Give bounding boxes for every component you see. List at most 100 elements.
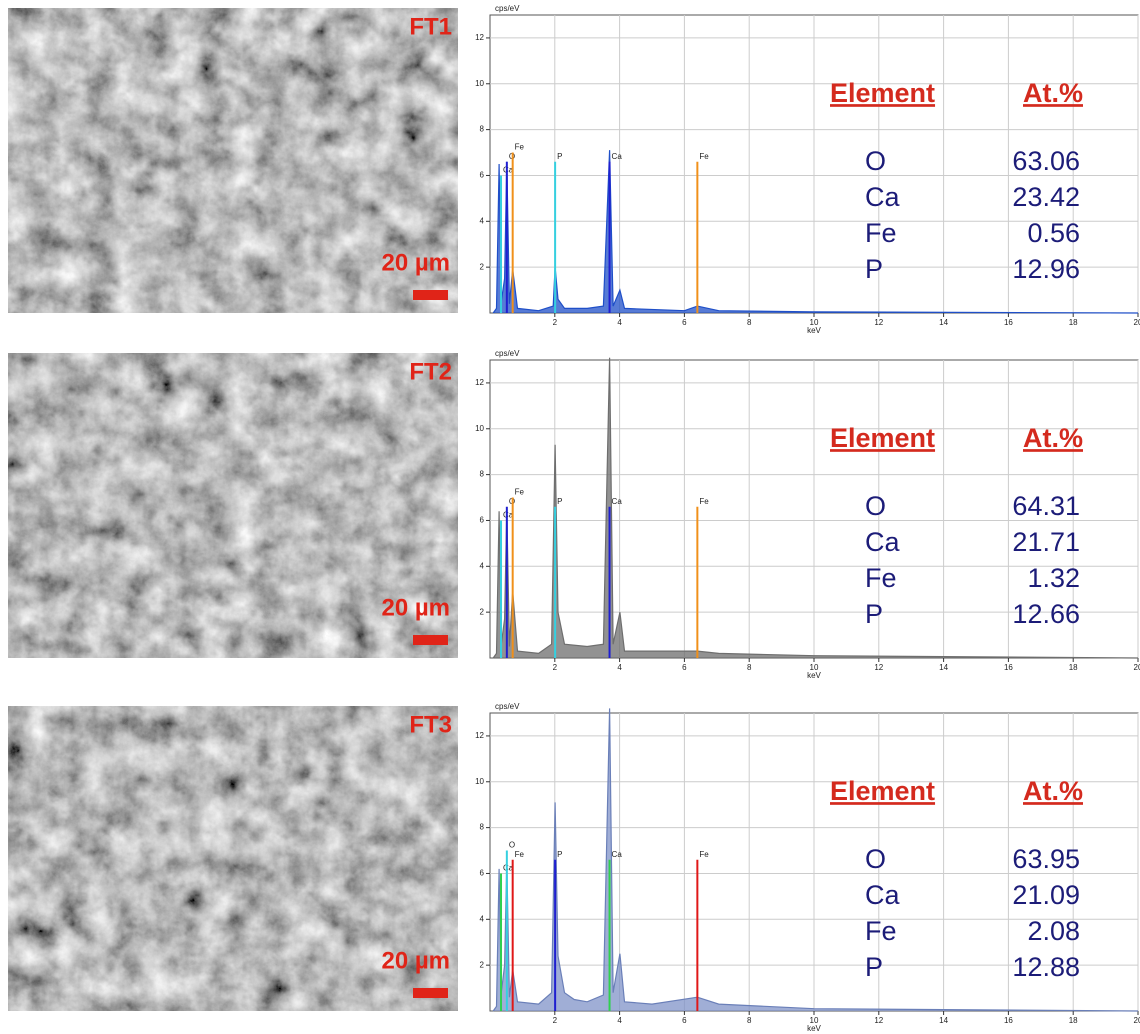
scale-label: 20 µm — [381, 249, 450, 276]
x-tick-label: 18 — [1069, 663, 1078, 672]
element-name: Fe — [865, 916, 897, 946]
x-tick-label: 6 — [682, 318, 687, 327]
scale-label: 20 µm — [381, 947, 450, 974]
x-tick-label: 2 — [553, 1016, 558, 1025]
x-tick-label: 6 — [682, 1016, 687, 1025]
atomic-percent: 63.06 — [1012, 146, 1080, 176]
atomic-percent: 21.09 — [1012, 880, 1080, 910]
x-tick-label: 14 — [939, 663, 948, 672]
peak-label: Fe — [515, 488, 525, 497]
x-tick-label: 14 — [939, 318, 948, 327]
atomic-percent: 64.31 — [1012, 491, 1080, 521]
element-name: O — [865, 491, 886, 521]
x-axis-label: keV — [807, 326, 821, 335]
y-tick-label: 4 — [480, 216, 485, 225]
atomic-percent: 63.95 — [1012, 844, 1080, 874]
y-tick-label: 4 — [480, 914, 485, 923]
table-header: Element — [830, 78, 935, 108]
atomic-percent: 12.96 — [1012, 254, 1080, 284]
x-axis-label: keV — [807, 671, 821, 680]
element-name: Ca — [865, 182, 900, 212]
table-header: Element — [830, 776, 935, 806]
atomic-percent: 12.66 — [1012, 599, 1080, 629]
peak-label: Fe — [699, 850, 709, 859]
element-name: P — [865, 254, 883, 284]
x-tick-label: 18 — [1069, 1016, 1078, 1025]
y-tick-label: 12 — [475, 378, 484, 387]
x-tick-label: 20 — [1134, 1016, 1140, 1025]
table-header: At.% — [1023, 78, 1083, 108]
y-tick-label: 2 — [480, 607, 485, 616]
y-tick-label: 6 — [480, 869, 485, 878]
peak-label: Fe — [699, 497, 709, 506]
peak-label: Ca — [612, 497, 623, 506]
scale-bar — [413, 635, 448, 645]
table-header: At.% — [1023, 423, 1083, 453]
y-tick-label: 4 — [480, 561, 485, 570]
element-name: Fe — [865, 563, 897, 593]
peak-label: Fe — [515, 850, 525, 859]
peak-label: Fe — [699, 152, 709, 161]
y-tick-label: 6 — [480, 516, 485, 525]
x-tick-label: 16 — [1004, 318, 1013, 327]
x-tick-label: 20 — [1134, 663, 1140, 672]
y-axis-label: cps/eV — [495, 349, 520, 358]
y-tick-label: 8 — [480, 125, 485, 134]
figure: FT1 20 µm 2 4 6 8 10 12 14 16 18 20 2 4 6 8 10 12 cps/eV ke… — [0, 0, 1140, 1034]
table-header: At.% — [1023, 776, 1083, 806]
y-tick-label: 8 — [480, 470, 485, 479]
y-tick-label: 12 — [475, 33, 484, 42]
x-tick-label: 12 — [874, 663, 883, 672]
element-name: O — [865, 146, 886, 176]
x-tick-label: 2 — [553, 318, 558, 327]
table-header: Element — [830, 423, 935, 453]
x-tick-label: 6 — [682, 663, 687, 672]
x-tick-label: 8 — [747, 318, 752, 327]
atomic-percent: 12.88 — [1012, 952, 1080, 982]
element-name: Ca — [865, 527, 900, 557]
x-tick-label: 8 — [747, 663, 752, 672]
y-tick-label: 2 — [480, 960, 485, 969]
y-tick-label: 8 — [480, 823, 485, 832]
element-name: O — [865, 844, 886, 874]
peak-label: P — [557, 850, 562, 859]
x-axis-label: keV — [807, 1024, 821, 1033]
atomic-percent: 0.56 — [1027, 218, 1080, 248]
x-tick-label: 14 — [939, 1016, 948, 1025]
y-tick-label: 10 — [475, 777, 484, 786]
element-name: Ca — [865, 880, 900, 910]
sample-label: FT2 — [409, 358, 452, 385]
element-name: P — [865, 599, 883, 629]
x-tick-label: 4 — [617, 318, 622, 327]
scale-label: 20 µm — [381, 594, 450, 621]
scale-bar — [413, 988, 448, 998]
atomic-percent: 21.71 — [1012, 527, 1080, 557]
x-tick-label: 8 — [747, 1016, 752, 1025]
sample-label: FT3 — [409, 711, 452, 738]
y-axis-label: cps/eV — [495, 702, 520, 711]
x-tick-label: 4 — [617, 1016, 622, 1025]
x-tick-label: 4 — [617, 663, 622, 672]
sample-label: FT1 — [409, 13, 452, 40]
y-tick-label: 10 — [475, 424, 484, 433]
peak-label: Fe — [515, 143, 525, 152]
peak-label: Ca — [612, 152, 623, 161]
peak-label: Ca — [612, 850, 623, 859]
y-axis-label: cps/eV — [495, 4, 520, 13]
element-name: P — [865, 952, 883, 982]
x-tick-label: 12 — [874, 1016, 883, 1025]
x-tick-label: 12 — [874, 318, 883, 327]
x-tick-label: 18 — [1069, 318, 1078, 327]
x-tick-label: 16 — [1004, 1016, 1013, 1025]
y-tick-label: 6 — [480, 171, 485, 180]
peak-label: P — [557, 497, 562, 506]
x-tick-label: 20 — [1134, 318, 1140, 327]
peak-label: O — [509, 841, 515, 850]
peak-label: P — [557, 152, 562, 161]
scale-bar — [413, 290, 448, 300]
y-tick-label: 10 — [475, 79, 484, 88]
atomic-percent: 2.08 — [1027, 916, 1080, 946]
atomic-percent: 23.42 — [1012, 182, 1080, 212]
x-tick-label: 2 — [553, 663, 558, 672]
atomic-percent: 1.32 — [1027, 563, 1080, 593]
